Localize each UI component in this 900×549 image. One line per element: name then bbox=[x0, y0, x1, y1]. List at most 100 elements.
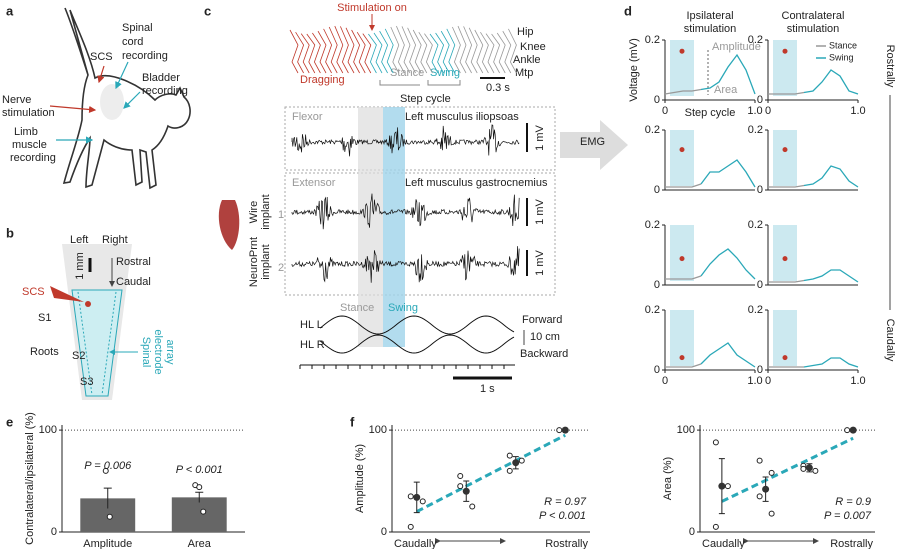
annotation: Rostral bbox=[116, 256, 151, 268]
data-point bbox=[200, 508, 207, 515]
line-series bbox=[803, 357, 859, 368]
y-tick-label: 100 bbox=[677, 424, 695, 436]
x-tick-label: 1.0 bbox=[747, 105, 762, 117]
root-line bbox=[77, 291, 93, 396]
annotation: SCS bbox=[90, 51, 113, 63]
annotation: P < 0.001 bbox=[176, 464, 223, 476]
stick-figure bbox=[312, 32, 321, 74]
annotation: S3 bbox=[80, 376, 93, 388]
y-tick-label: 0.2 bbox=[645, 34, 660, 46]
annotation: Rostrally bbox=[884, 45, 896, 88]
y-tick-label: 0 bbox=[689, 526, 695, 538]
stick-figure bbox=[396, 25, 405, 74]
annotation: R = 0.97 bbox=[544, 496, 587, 508]
annotation: Dragging bbox=[300, 74, 345, 86]
y-axis-label: Amplitude (%) bbox=[354, 444, 366, 513]
y-tick-label: 0 bbox=[654, 94, 660, 106]
x-tick-label: Amplitude bbox=[83, 538, 132, 549]
y-tick-label: 0 bbox=[654, 184, 660, 196]
annotation: electrode bbox=[152, 329, 164, 374]
data-point bbox=[812, 467, 819, 474]
inset-electrode bbox=[679, 147, 685, 153]
line-series bbox=[700, 342, 756, 368]
column-title: Contralateral bbox=[782, 10, 845, 22]
inset-electrode bbox=[679, 48, 685, 54]
inset-electrode bbox=[782, 147, 788, 153]
swing-band bbox=[383, 107, 405, 347]
panel-label: e bbox=[6, 414, 13, 429]
fit-line bbox=[721, 436, 854, 503]
emg-arrow bbox=[560, 120, 628, 170]
x-tick-label: 1.0 bbox=[850, 375, 865, 387]
line-series bbox=[665, 275, 702, 280]
column-title: stimulation bbox=[684, 23, 737, 35]
stick-figure bbox=[435, 32, 445, 74]
joint-label: Knee bbox=[520, 41, 546, 53]
annotation: Area bbox=[714, 84, 738, 96]
annotation: Caudal bbox=[116, 276, 151, 288]
data-point bbox=[469, 503, 476, 510]
annotation: Stance bbox=[340, 302, 374, 314]
stick-figure bbox=[474, 29, 484, 74]
stick-figure bbox=[306, 33, 316, 74]
annotation: EMG bbox=[580, 136, 605, 148]
legend-label: Swing bbox=[829, 52, 854, 62]
annotation: P = 0.007 bbox=[824, 510, 872, 522]
data-point bbox=[102, 467, 109, 474]
inset bbox=[670, 130, 694, 186]
line-series bbox=[700, 248, 756, 280]
mean-point bbox=[762, 485, 770, 493]
y-tick-label: 0.2 bbox=[645, 124, 660, 136]
annotation: recording bbox=[10, 152, 56, 164]
annotation: Limb bbox=[14, 126, 38, 138]
stick-figure bbox=[295, 31, 305, 74]
stick-figure bbox=[508, 28, 517, 74]
annotation: array bbox=[164, 339, 176, 365]
stick-figure bbox=[407, 27, 417, 74]
inset bbox=[773, 225, 797, 281]
emg-trace bbox=[291, 246, 520, 283]
annotation: 10 cm bbox=[530, 331, 560, 343]
annotation: Swing bbox=[388, 302, 418, 314]
y-tick-label: 0.2 bbox=[645, 219, 660, 231]
x-axis-label: Rostrally bbox=[545, 538, 588, 549]
data-point bbox=[768, 510, 775, 517]
y-tick-label: 0 bbox=[51, 526, 57, 538]
line-series bbox=[768, 91, 805, 95]
stick-figure bbox=[384, 28, 394, 74]
inset-electrode bbox=[679, 355, 685, 361]
annotation: Stance bbox=[390, 67, 424, 79]
stick-figure bbox=[412, 29, 422, 74]
joint-label: Hip bbox=[517, 26, 534, 38]
line-series bbox=[664, 88, 702, 95]
annotation: Forward bbox=[522, 314, 562, 326]
stick-figure bbox=[468, 27, 478, 74]
mean-point bbox=[718, 482, 726, 490]
x-axis-label: Caudally bbox=[394, 538, 437, 549]
y-tick-label: 0 bbox=[757, 94, 763, 106]
root-line bbox=[101, 291, 117, 396]
y-tick-label: 100 bbox=[369, 424, 387, 436]
arrow bbox=[49, 105, 97, 114]
scale-label: 1 mV bbox=[534, 250, 546, 276]
data-point bbox=[724, 483, 731, 490]
data-point bbox=[457, 472, 464, 479]
line-series bbox=[803, 165, 859, 188]
inset-electrode bbox=[782, 256, 788, 262]
stick-figure bbox=[452, 26, 461, 74]
error-bar bbox=[195, 491, 204, 503]
annotation: Step cycle bbox=[400, 93, 451, 105]
stick-figure bbox=[491, 33, 501, 74]
data-point bbox=[419, 498, 426, 505]
stick-figure bbox=[446, 28, 456, 74]
y-tick-label: 0.2 bbox=[645, 304, 660, 316]
data-point bbox=[712, 523, 719, 530]
data-point bbox=[518, 457, 525, 464]
decor bbox=[49, 7, 891, 544]
data-point bbox=[712, 439, 719, 446]
column-title: stimulation bbox=[787, 23, 840, 35]
annotation: Left bbox=[70, 234, 88, 246]
annotation: Flexor bbox=[292, 111, 323, 123]
inset-electrode bbox=[679, 256, 685, 262]
